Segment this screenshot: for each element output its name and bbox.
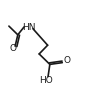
Text: HO: HO bbox=[39, 76, 53, 85]
Text: HN: HN bbox=[22, 23, 35, 32]
Text: O: O bbox=[10, 44, 17, 53]
Text: O: O bbox=[63, 56, 70, 65]
